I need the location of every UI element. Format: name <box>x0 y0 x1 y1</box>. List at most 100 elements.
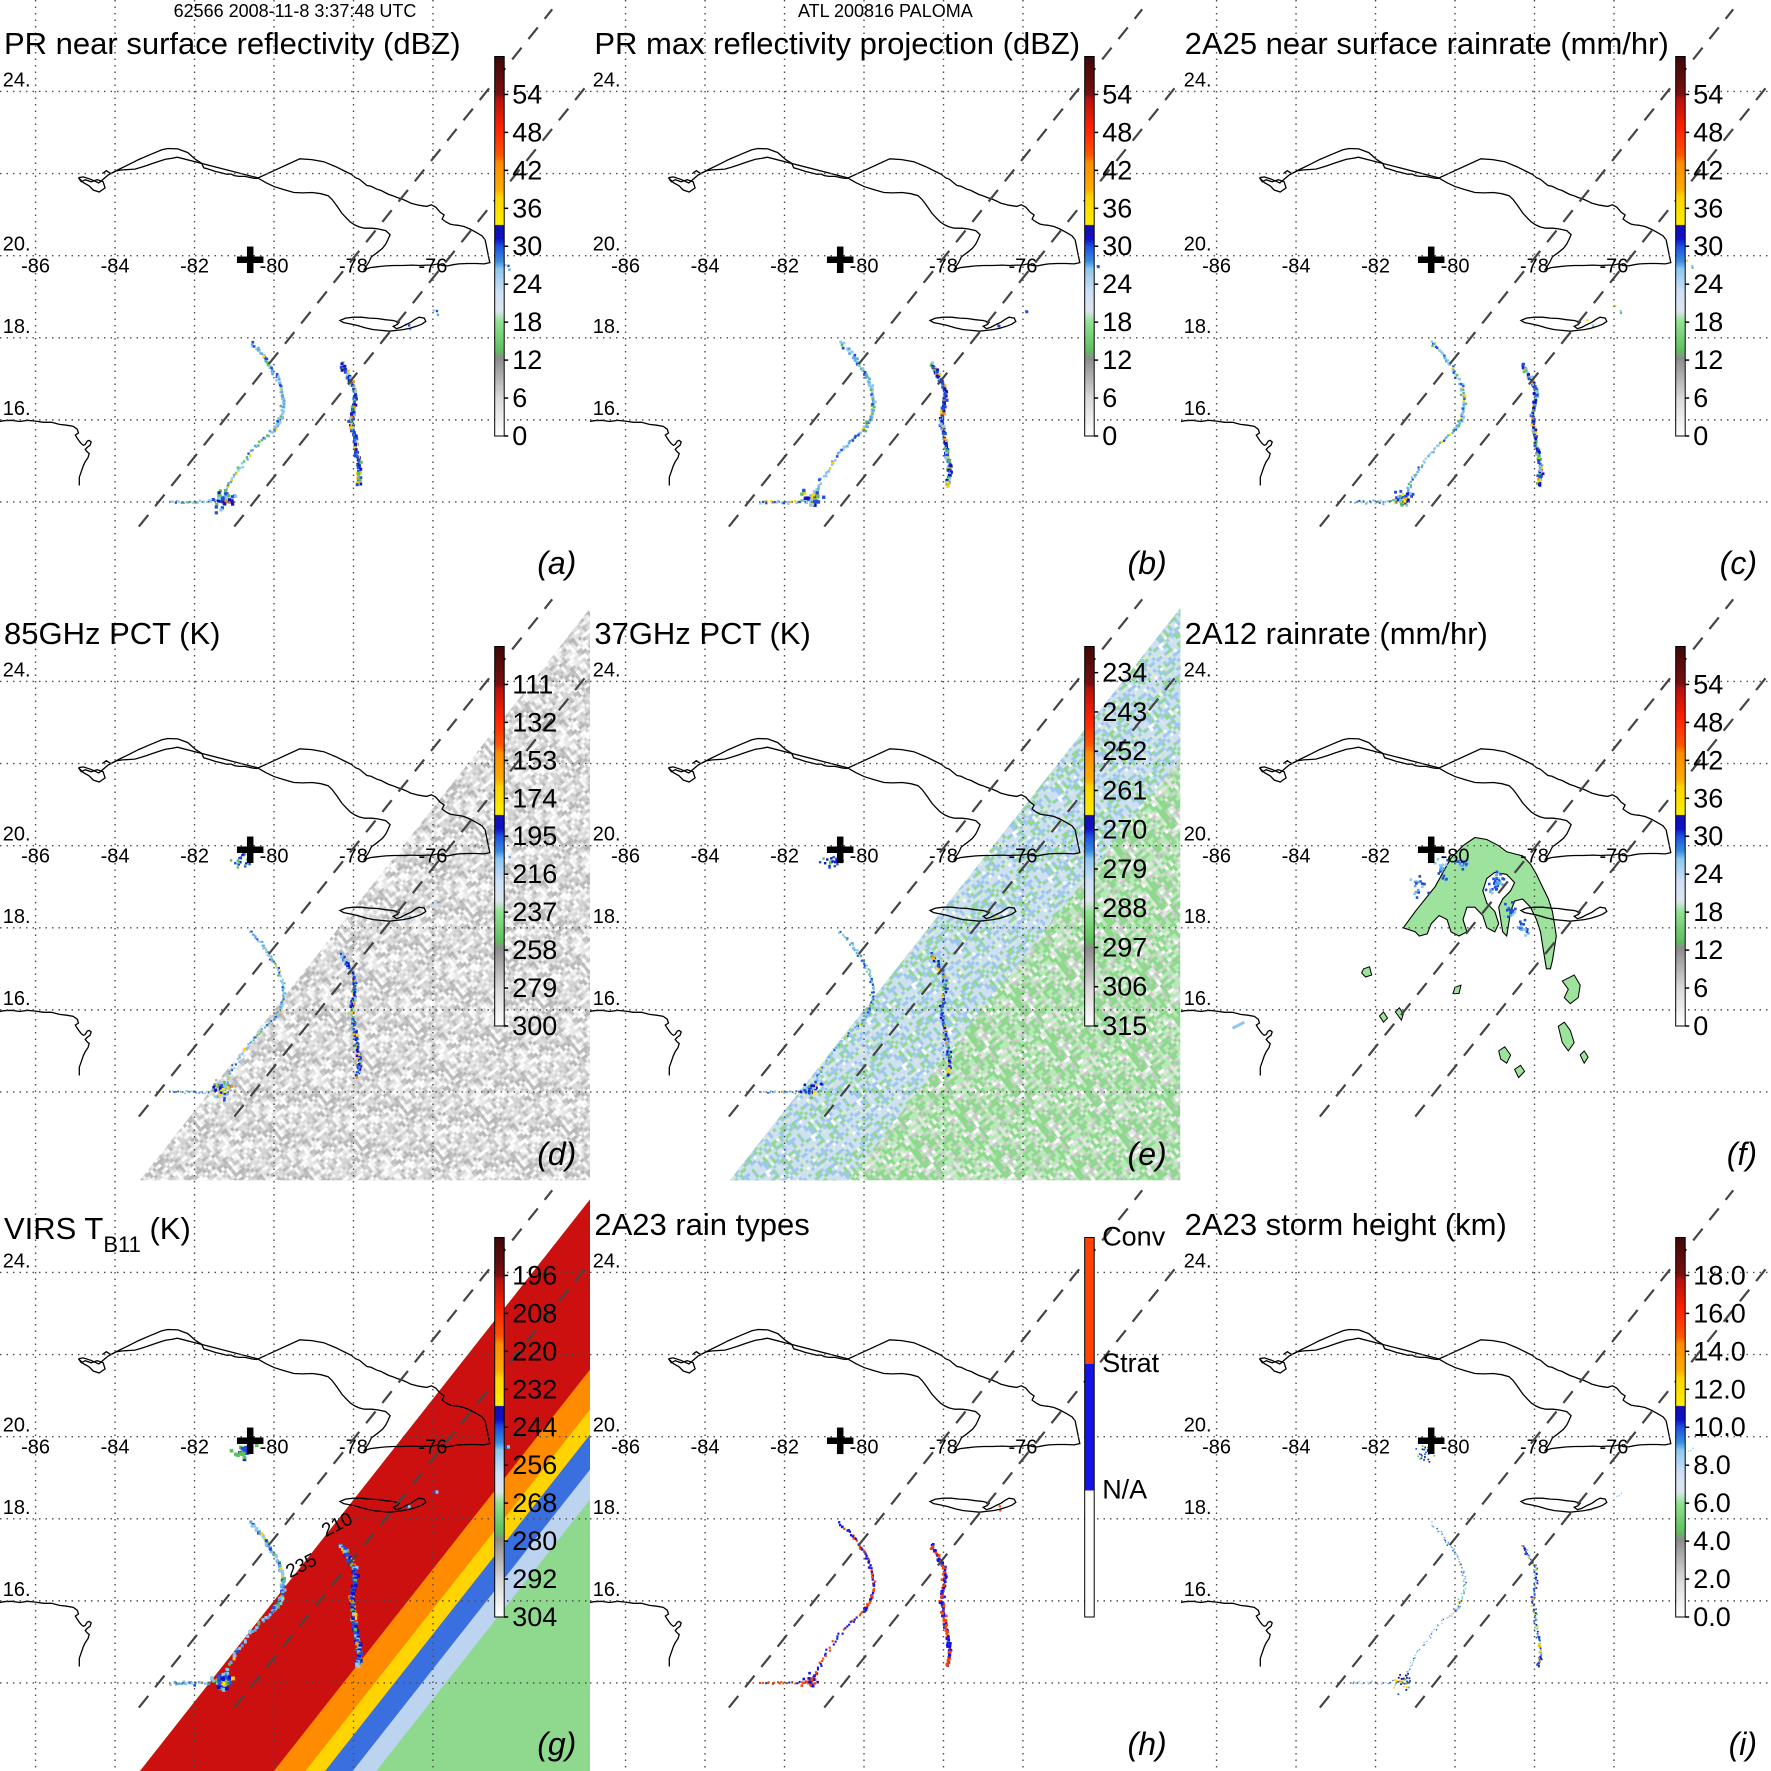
svg-text:54: 54 <box>512 79 542 109</box>
svg-text:16.: 16. <box>1183 398 1211 420</box>
svg-text:42: 42 <box>1693 746 1723 776</box>
svg-text:16.: 16. <box>593 1579 621 1601</box>
svg-text:-82: -82 <box>770 256 799 278</box>
svg-text:304: 304 <box>512 1602 557 1632</box>
svg-text:30: 30 <box>512 231 542 261</box>
svg-text:18.: 18. <box>3 316 31 338</box>
svg-text:24.: 24. <box>593 1250 621 1272</box>
svg-text:-86: -86 <box>611 1436 640 1458</box>
svg-text:-82: -82 <box>770 1436 799 1458</box>
svg-text:300: 300 <box>512 1011 557 1041</box>
svg-text:-76: -76 <box>1009 256 1038 278</box>
svg-text:279: 279 <box>1103 854 1148 884</box>
svg-text:280: 280 <box>512 1526 557 1556</box>
svg-text:292: 292 <box>512 1564 557 1594</box>
svg-text:-80: -80 <box>1440 256 1469 278</box>
svg-text:279: 279 <box>512 973 557 1003</box>
svg-text:24.: 24. <box>1183 660 1211 682</box>
svg-text:-86: -86 <box>21 1436 50 1458</box>
svg-text:297: 297 <box>1103 933 1148 963</box>
svg-text:-80: -80 <box>850 846 879 868</box>
svg-text:243: 243 <box>1103 697 1148 727</box>
svg-text:-84: -84 <box>691 256 720 278</box>
svg-text:24.: 24. <box>593 660 621 682</box>
svg-text:-80: -80 <box>260 846 289 868</box>
svg-text:-76: -76 <box>1009 846 1038 868</box>
svg-text:-82: -82 <box>1361 256 1390 278</box>
svg-text:174: 174 <box>512 784 557 814</box>
svg-text:12: 12 <box>1693 935 1723 965</box>
svg-text:16.: 16. <box>593 988 621 1010</box>
svg-text:-82: -82 <box>770 846 799 868</box>
svg-text:252: 252 <box>1103 737 1148 767</box>
svg-text:306: 306 <box>1103 972 1148 1002</box>
svg-text:20.: 20. <box>1183 234 1211 256</box>
svg-text:20.: 20. <box>593 824 621 846</box>
svg-text:16.: 16. <box>1183 988 1211 1010</box>
svg-text:18.: 18. <box>3 906 31 928</box>
svg-text:-82: -82 <box>180 846 209 868</box>
svg-text:48: 48 <box>1103 117 1133 147</box>
svg-text:-80: -80 <box>260 256 289 278</box>
svg-text:48: 48 <box>512 117 542 147</box>
svg-text:-86: -86 <box>611 256 640 278</box>
svg-text:36: 36 <box>1693 193 1723 223</box>
svg-text:0: 0 <box>1103 421 1118 451</box>
svg-text:0: 0 <box>512 421 527 451</box>
svg-text:24: 24 <box>1693 269 1723 299</box>
svg-text:-86: -86 <box>611 846 640 868</box>
svg-text:111: 111 <box>512 670 553 700</box>
svg-text:-84: -84 <box>1281 256 1310 278</box>
svg-text:-80: -80 <box>850 256 879 278</box>
svg-text:Strat: Strat <box>1103 1348 1160 1378</box>
svg-text:261: 261 <box>1103 776 1148 806</box>
svg-text:36: 36 <box>512 193 542 223</box>
svg-text:20.: 20. <box>3 1414 31 1436</box>
svg-text:18.: 18. <box>593 316 621 338</box>
svg-text:-76: -76 <box>1599 846 1628 868</box>
svg-text:30: 30 <box>1693 231 1723 261</box>
svg-text:-76: -76 <box>419 1436 448 1458</box>
svg-text:24.: 24. <box>593 69 621 91</box>
svg-text:18: 18 <box>1693 897 1723 927</box>
svg-text:18.: 18. <box>593 906 621 928</box>
svg-text:54: 54 <box>1103 79 1133 109</box>
svg-text:288: 288 <box>1103 894 1148 924</box>
svg-text:232: 232 <box>512 1374 557 1404</box>
svg-text:18.: 18. <box>3 1496 31 1518</box>
svg-text:42: 42 <box>512 155 542 185</box>
svg-text:6: 6 <box>1693 383 1708 413</box>
svg-text:270: 270 <box>1103 815 1148 845</box>
svg-text:42: 42 <box>1103 155 1133 185</box>
svg-text:216: 216 <box>512 860 557 890</box>
svg-text:6: 6 <box>1693 973 1708 1003</box>
svg-text:20.: 20. <box>593 1414 621 1436</box>
svg-text:195: 195 <box>512 822 557 852</box>
svg-text:6: 6 <box>1103 383 1118 413</box>
svg-text:24.: 24. <box>3 1250 31 1272</box>
svg-text:196: 196 <box>512 1260 557 1290</box>
svg-text:234: 234 <box>1103 658 1148 688</box>
svg-text:-76: -76 <box>1599 256 1628 278</box>
svg-text:256: 256 <box>512 1450 557 1480</box>
svg-text:54: 54 <box>1693 79 1723 109</box>
svg-text:54: 54 <box>1693 670 1723 700</box>
svg-text:20.: 20. <box>1183 824 1211 846</box>
svg-text:-84: -84 <box>101 256 130 278</box>
svg-text:Conv: Conv <box>1103 1221 1167 1251</box>
svg-text:18.: 18. <box>1183 316 1211 338</box>
svg-text:12: 12 <box>512 345 542 375</box>
svg-text:24.: 24. <box>3 69 31 91</box>
svg-text:24.: 24. <box>3 660 31 682</box>
svg-text:16.: 16. <box>3 988 31 1010</box>
svg-text:18: 18 <box>512 307 542 337</box>
svg-text:20.: 20. <box>3 234 31 256</box>
svg-text:48: 48 <box>1693 117 1723 147</box>
svg-text:132: 132 <box>512 708 557 738</box>
svg-text:18: 18 <box>1103 307 1133 337</box>
svg-text:220: 220 <box>512 1336 557 1366</box>
svg-text:-80: -80 <box>850 1436 879 1458</box>
svg-text:315: 315 <box>1103 1011 1148 1041</box>
svg-text:-76: -76 <box>1009 1436 1038 1458</box>
svg-text:258: 258 <box>512 935 557 965</box>
